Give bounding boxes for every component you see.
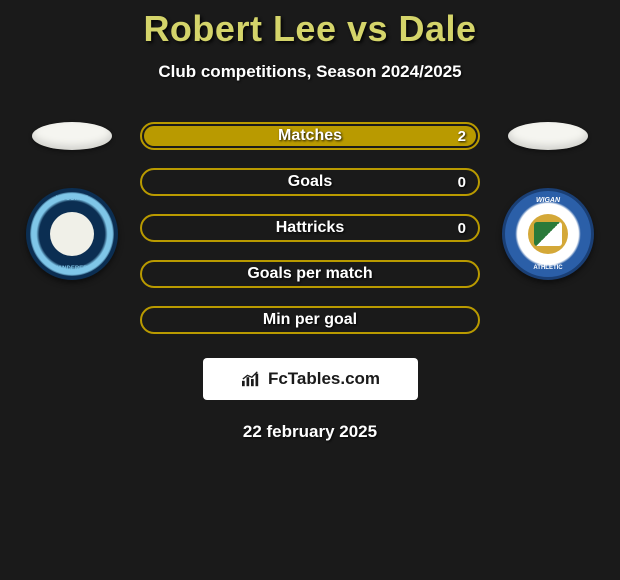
right-club-badge: WIGAN ATHLETIC	[502, 188, 594, 280]
subtitle: Club competitions, Season 2024/2025	[0, 62, 620, 82]
stat-bar-hattricks: Hattricks 0	[140, 214, 480, 242]
stat-value-right: 0	[458, 174, 466, 191]
fctables-logo[interactable]: FcTables.com	[203, 358, 418, 400]
page-title: Robert Lee vs Dale	[0, 8, 620, 50]
stat-label: Matches	[142, 127, 478, 145]
comparison-card: Robert Lee vs Dale Club competitions, Se…	[0, 0, 620, 442]
date-text: 22 february 2025	[0, 422, 620, 442]
stat-label: Min per goal	[142, 311, 478, 329]
left-player-avatar	[32, 122, 112, 150]
right-club-text-bottom: ATHLETIC	[505, 265, 591, 271]
right-club-text-top: WIGAN	[505, 197, 591, 204]
left-club-badge: WYCOMBE WANDERERS	[26, 188, 118, 280]
left-club-text-top: WYCOMBE	[30, 196, 114, 202]
left-player-column: WYCOMBE WANDERERS	[22, 122, 122, 280]
right-player-column: WIGAN ATHLETIC	[498, 122, 598, 280]
stat-label: Goals	[142, 173, 478, 191]
stat-label: Goals per match	[142, 265, 478, 283]
stats-column: Matches 2 Goals 0 Hattricks 0 Goals per …	[140, 122, 480, 334]
chart-icon	[240, 370, 262, 388]
logo-text: FcTables.com	[268, 369, 380, 389]
right-player-avatar	[508, 122, 588, 150]
stat-value-right: 0	[458, 220, 466, 237]
stat-bar-goals: Goals 0	[140, 168, 480, 196]
main-row: WYCOMBE WANDERERS Matches 2 Goals 0 Hatt…	[0, 122, 620, 334]
stat-label: Hattricks	[142, 219, 478, 237]
stat-bar-goals-per-match: Goals per match	[140, 260, 480, 288]
stat-bar-matches: Matches 2	[140, 122, 480, 150]
left-club-text-bottom: WANDERERS	[30, 266, 114, 272]
stat-bar-min-per-goal: Min per goal	[140, 306, 480, 334]
stat-value-right: 2	[458, 128, 466, 145]
